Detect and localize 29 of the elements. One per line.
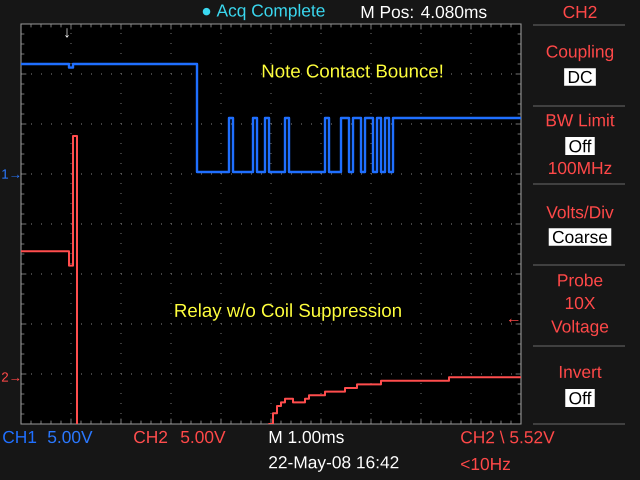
text: CH2: [134, 430, 168, 444]
annotation: Relay w/o Coil Suppression: [175, 303, 401, 321]
text: ↓: [65, 28, 69, 38]
text: Invert: [560, 366, 602, 378]
annotation: ←: [508, 318, 518, 322]
text: Coarse: [552, 230, 608, 244]
text: 5.00V: [48, 430, 92, 444]
text: CH2: [564, 6, 596, 18]
annotation: Note Contact Bounce!: [262, 64, 442, 78]
text: 1→: [2, 169, 20, 179]
text: 5.00V: [180, 430, 226, 444]
text: ● Acq Complete: [202, 4, 325, 20]
text: CH1: [3, 430, 36, 444]
text: <10Hz: [461, 458, 510, 470]
text: Off: [569, 140, 592, 152]
text: BW Limit: [546, 114, 615, 126]
text: M Pos: 4.080ms: [362, 6, 486, 18]
text: 2→: [2, 372, 20, 382]
text: Probe: [558, 274, 602, 286]
text: DC: [568, 70, 592, 84]
text: Coupling: [546, 44, 614, 62]
text: Voltage: [551, 320, 608, 336]
text: 22-May-08 16:42: [269, 456, 398, 472]
text: 10X: [566, 296, 596, 310]
text: M 1.00ms: [270, 430, 344, 444]
text: 100MHz: [549, 162, 612, 174]
text: CH2 \ 5.52V: [461, 430, 555, 444]
text: Volts/Div: [546, 206, 614, 218]
text: Off: [569, 392, 592, 404]
